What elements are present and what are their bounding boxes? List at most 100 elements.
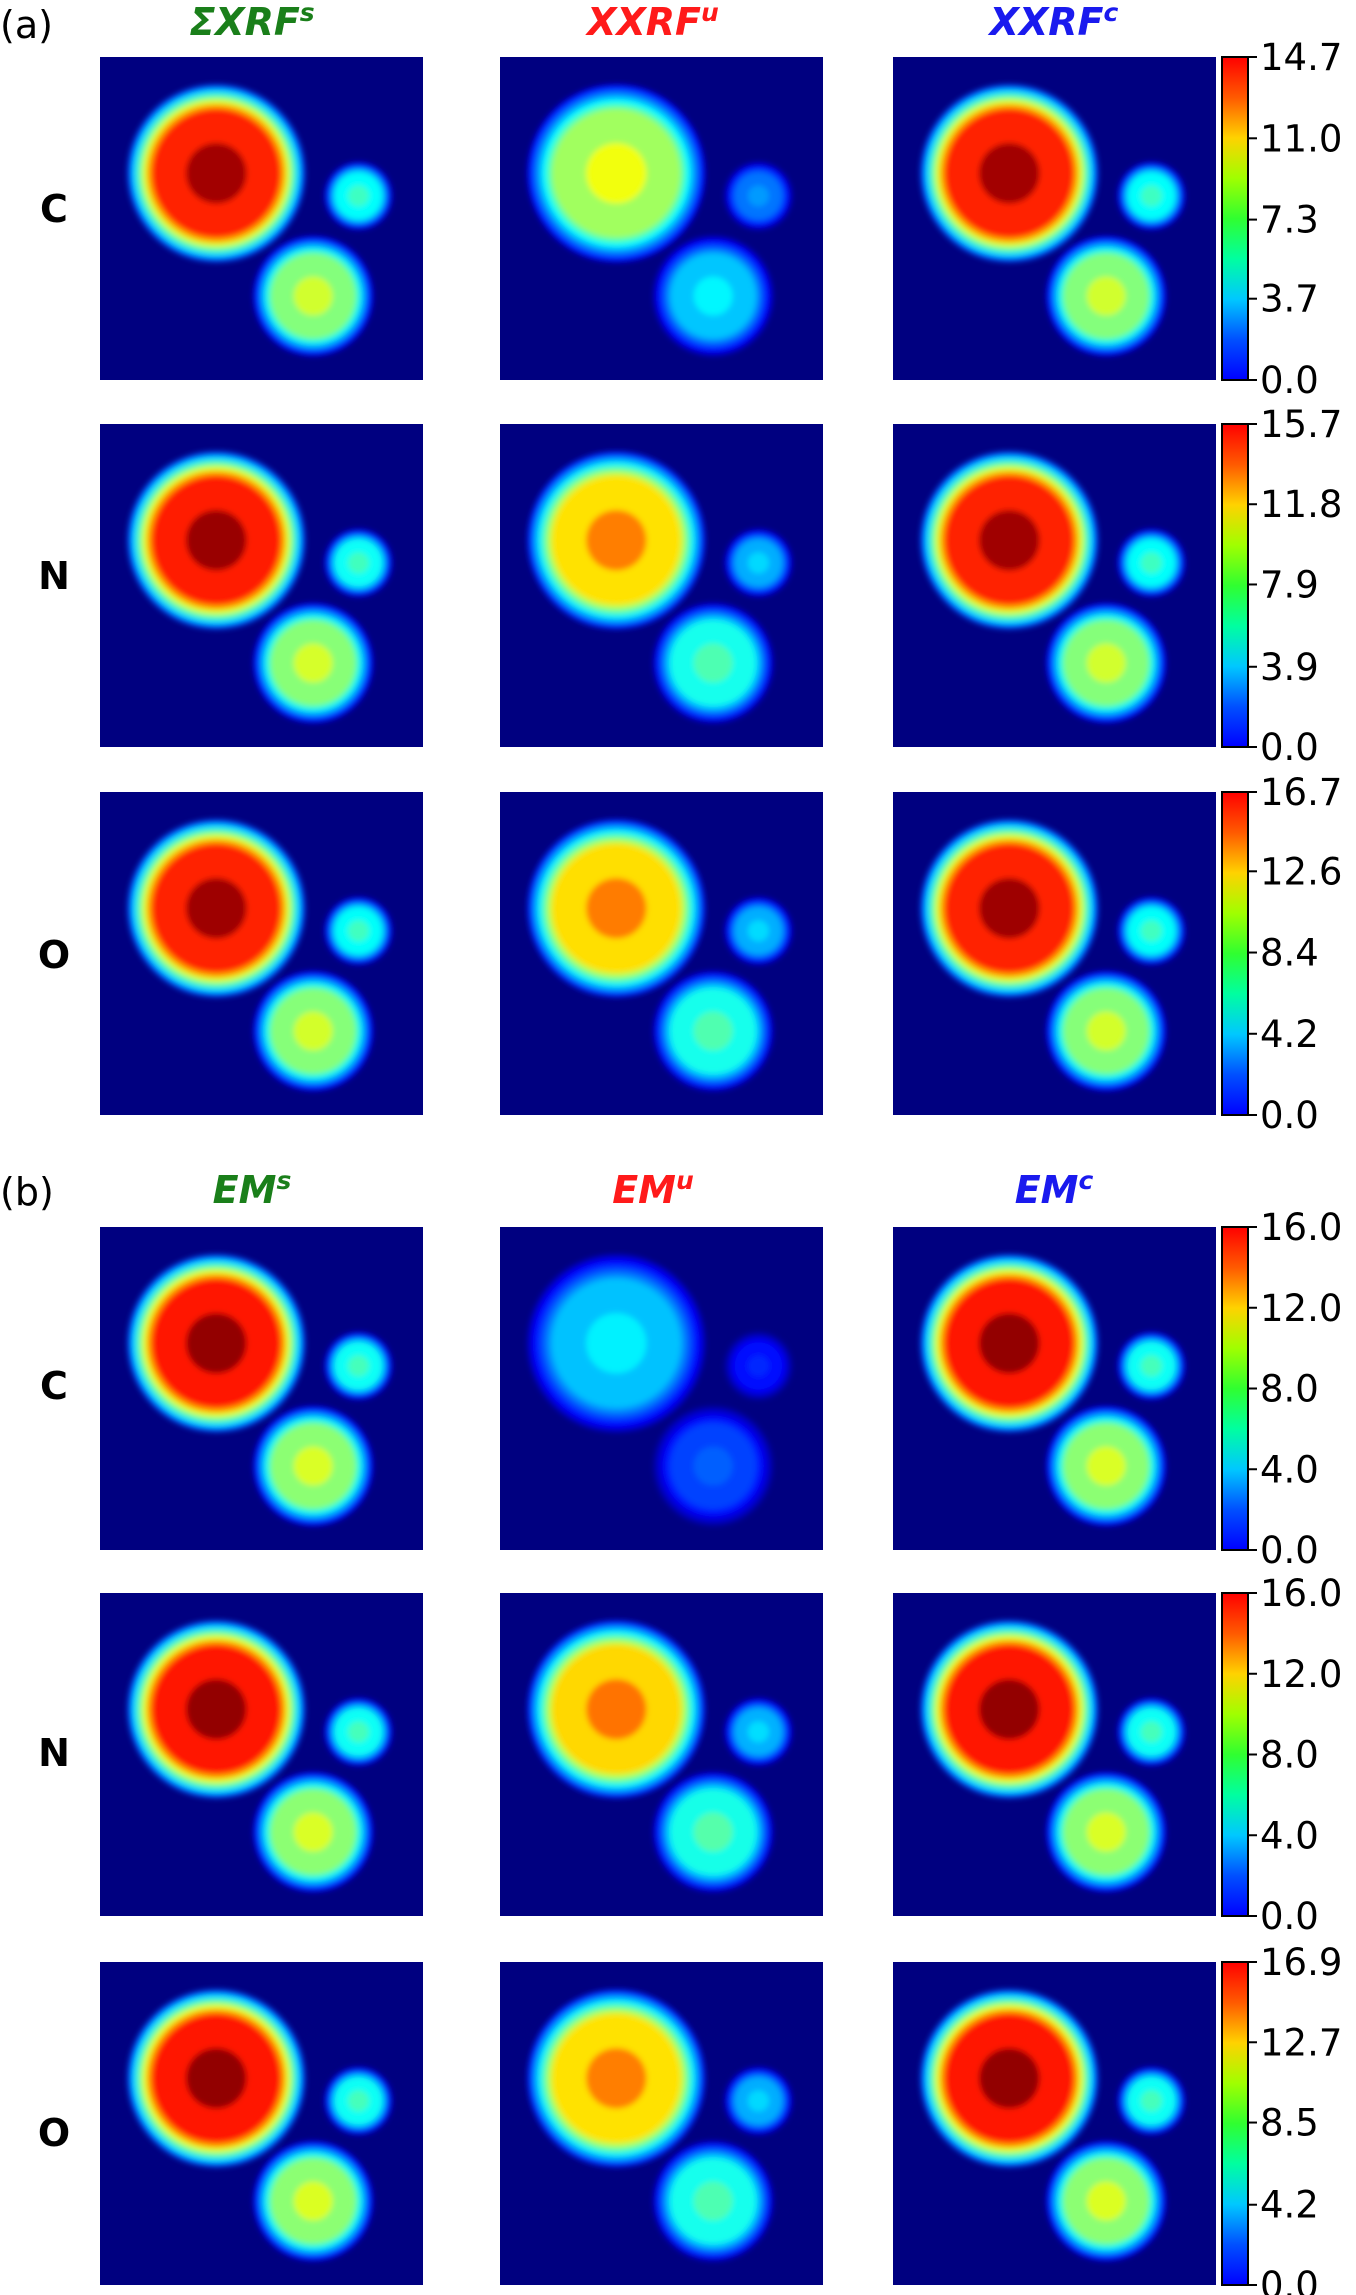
- colorbar-tick-label: 0.0: [1260, 359, 1319, 402]
- sphere-0-level-6: [979, 1679, 1040, 1740]
- sphere-0-level-6: [979, 143, 1040, 204]
- sphere-0-level-6: [186, 143, 247, 204]
- sphere-0-level-6: [586, 878, 647, 939]
- col-title-b-2: EMc: [1015, 1166, 1094, 1212]
- col-title-a-1-text: XXRF: [585, 0, 701, 44]
- sphere-1-level-6: [347, 1355, 370, 1377]
- heatmap-b-0-0: [100, 1227, 423, 1550]
- row-label-b-1: N: [38, 1731, 70, 1775]
- sphere-0-level-6: [186, 878, 247, 939]
- sphere-0-level-6: [586, 1679, 647, 1740]
- colorbar-tick-label: 11.8: [1260, 483, 1342, 526]
- colorbar-tick-label: 8.0: [1260, 1368, 1319, 1411]
- colorbar-tick-label: 16.0: [1260, 1572, 1342, 1615]
- sphere-1-level-6: [347, 2090, 370, 2112]
- row-label-a-2: O: [38, 933, 70, 977]
- heatmap-blobs: [527, 84, 793, 356]
- sphere-0-level-6: [586, 143, 647, 204]
- sphere-2-level-6: [1086, 1446, 1126, 1486]
- heatmap-blobs: [920, 819, 1186, 1091]
- colorbar-tick-label: 12.6: [1260, 850, 1342, 893]
- sphere-1-level-6: [747, 1355, 770, 1377]
- heatmap-blobs: [127, 1989, 393, 2261]
- row-label-a-0: C: [40, 187, 68, 231]
- colorbar-tick-label: 7.9: [1260, 563, 1319, 606]
- heatmap-a-0-0: [100, 57, 423, 380]
- sphere-1-level-6: [1140, 2090, 1163, 2112]
- col-title-a-2: XXRFc: [988, 0, 1119, 44]
- colorbar-gradient: [1221, 56, 1249, 381]
- sphere-2-level-6: [693, 1011, 733, 1051]
- sphere-0-level-6: [586, 510, 647, 571]
- col-title-b-0-text: EM: [213, 1168, 277, 1212]
- colorbar-tick-label: 16.0: [1260, 1206, 1342, 1249]
- row-label-b-0: C: [40, 1364, 68, 1408]
- heatmap-a-2-0: [100, 792, 423, 1115]
- colorbar-tick-label: 11.0: [1260, 117, 1342, 160]
- colorbar-a-0: 0.0 3.7 7.3 11.0 14.7: [1221, 36, 1342, 402]
- colorbar-tick-label: 4.2: [1260, 1013, 1319, 1056]
- col-title-b-1-text: EM: [612, 1168, 676, 1212]
- heatmap-blobs: [920, 84, 1186, 356]
- sphere-1-level-6: [1140, 920, 1163, 942]
- sphere-2-level-6: [1086, 1812, 1126, 1852]
- heatmap-blobs: [920, 1254, 1186, 1526]
- heatmap-blobs: [127, 84, 393, 356]
- sphere-1-level-6: [347, 185, 370, 207]
- sphere-1-level-6: [747, 1721, 770, 1743]
- colorbar-gradient: [1221, 1226, 1249, 1551]
- heatmap-blobs: [527, 451, 793, 723]
- colorbar-tick-label: 12.0: [1260, 1653, 1342, 1696]
- col-title-b-1: EMu: [612, 1166, 694, 1212]
- col-title-b-0-sup: s: [276, 1166, 291, 1195]
- sphere-1-level-6: [1140, 1355, 1163, 1377]
- colorbar-a-1: 0.0 3.9 7.9 11.8 15.7: [1221, 403, 1342, 769]
- colorbar-b-2: 0.0 4.2 8.5 12.7 16.9: [1221, 1941, 1342, 2295]
- colorbar-tick-label: 16.7: [1260, 771, 1342, 814]
- sphere-2-level-6: [693, 2181, 733, 2221]
- colorbar-gradient: [1221, 423, 1249, 748]
- col-title-b-0: EMs: [213, 1166, 292, 1212]
- col-title-b-2-text: EM: [1015, 1168, 1079, 1212]
- heatmap-a-1-0: [100, 424, 423, 747]
- colorbar-tick-label: 4.2: [1260, 2184, 1319, 2227]
- colorbar-gradient: [1221, 1961, 1249, 2286]
- heatmap-blobs: [127, 819, 393, 1091]
- colorbar-tick-label: 4.0: [1260, 1448, 1319, 1491]
- colorbar-tick-label: 8.4: [1260, 932, 1319, 975]
- sphere-1-level-6: [347, 1721, 370, 1743]
- sphere-0-level-6: [586, 2048, 647, 2109]
- heatmap-b-2-0: [100, 1962, 423, 2285]
- colorbar-tick-label: 0.0: [1260, 1895, 1319, 1938]
- colorbar-gradient: [1221, 791, 1249, 1116]
- panel-label-b: (b): [0, 1170, 54, 1214]
- heatmap-b-1-1: [500, 1593, 823, 1916]
- sphere-0-level-6: [979, 878, 1040, 939]
- sphere-0-level-6: [979, 2048, 1040, 2109]
- colorbar-tick-label: 0.0: [1260, 2264, 1319, 2295]
- heatmap-a-2-2: [893, 792, 1216, 1115]
- heatmap-b-0-1: [500, 1227, 823, 1550]
- sphere-0-level-6: [186, 1313, 247, 1374]
- colorbar-tick-label: 14.7: [1260, 36, 1342, 79]
- colorbar-b-1: 0.0 4.0 8.0 12.0 16.0: [1221, 1572, 1342, 1938]
- sphere-1-level-6: [747, 185, 770, 207]
- heatmap-blobs: [127, 1620, 393, 1892]
- colorbar-b-0: 0.0 4.0 8.0 12.0 16.0: [1221, 1206, 1342, 1572]
- colorbar-gradient: [1221, 1592, 1249, 1917]
- sphere-0-level-6: [979, 1313, 1040, 1374]
- panel-b: (b) EMs EMu EMc C N O 0.04.08.012.016.0 …: [0, 1166, 1342, 2295]
- sphere-2-level-6: [693, 1812, 733, 1852]
- heatmap-a-0-1: [500, 57, 823, 380]
- sphere-0-level-6: [979, 510, 1040, 571]
- colorbar-tick-label: 15.7: [1260, 403, 1342, 446]
- colorbar-tick-label: 0.0: [1260, 726, 1319, 769]
- sphere-2-level-6: [293, 1011, 333, 1051]
- sphere-2-level-6: [1086, 276, 1126, 316]
- sphere-1-level-6: [747, 2090, 770, 2112]
- sphere-2-level-6: [693, 1446, 733, 1486]
- sphere-0-level-6: [186, 1679, 247, 1740]
- colorbar-tick-label: 0.0: [1260, 1094, 1319, 1137]
- heatmap-blobs: [527, 1254, 793, 1526]
